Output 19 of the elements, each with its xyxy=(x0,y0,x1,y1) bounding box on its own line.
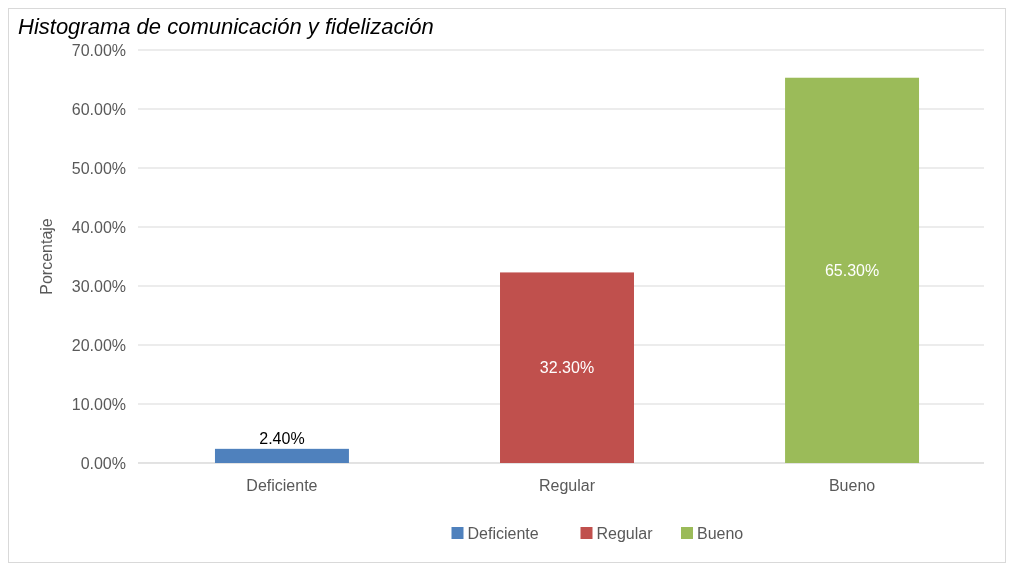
y-tick-label: 60.00% xyxy=(71,100,126,118)
legend-label: Regular xyxy=(596,524,654,542)
y-tick-label: 10.00% xyxy=(71,395,126,413)
x-tick-label: Bueno xyxy=(828,477,876,494)
legend-label: Deficiente xyxy=(467,524,539,542)
legend-label: Bueno xyxy=(697,524,744,542)
data-label: 32.30% xyxy=(539,359,595,377)
x-tick-label: Regular xyxy=(538,477,596,494)
y-tick-label: 20.00% xyxy=(71,336,126,354)
y-tick-label: 70.00% xyxy=(71,41,126,59)
x-tick-label: Deficiente xyxy=(246,477,318,494)
y-axis-title: Porcentaje xyxy=(38,218,55,295)
y-tick-label: 50.00% xyxy=(71,159,126,177)
data-label: 2.40% xyxy=(259,430,305,448)
data-label: 65.30% xyxy=(824,261,880,279)
chart-title: Histograma de comunicación y fidelización xyxy=(18,14,434,39)
y-tick-label: 0.00% xyxy=(80,454,126,472)
y-tick-label: 30.00% xyxy=(71,277,126,295)
y-tick-label: 40.00% xyxy=(71,218,126,236)
